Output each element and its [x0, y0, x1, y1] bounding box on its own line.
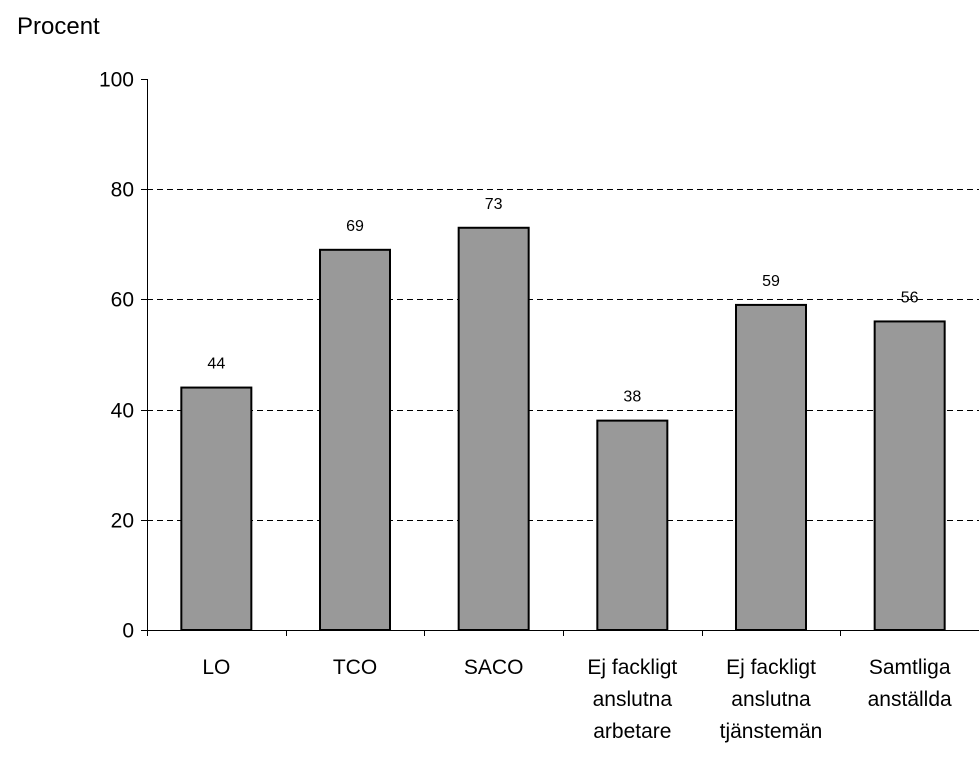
bar — [181, 388, 251, 630]
bar — [736, 305, 806, 630]
x-category-label-line: Ej fackligt — [587, 656, 677, 679]
y-tick-label: 0 — [122, 620, 134, 643]
y-tick-label: 80 — [111, 179, 134, 202]
data-label: 69 — [346, 218, 364, 235]
gridlines — [147, 190, 979, 521]
x-category-label-line: TCO — [333, 656, 377, 679]
data-label: 59 — [762, 273, 780, 290]
axes — [141, 79, 979, 636]
x-category-label-line: tjänstemän — [720, 720, 823, 743]
x-category-label: Ej fackligt anslutna tjänstemän — [720, 656, 823, 743]
x-category-label: SACO — [464, 656, 524, 679]
y-axis-label: Procent — [17, 13, 100, 40]
y-tick-label: 20 — [111, 510, 134, 533]
x-category-label-line: arbetare — [593, 720, 671, 743]
x-category-label-line: anställda — [868, 688, 952, 711]
x-category-label-line: Ej fackligt — [726, 656, 816, 679]
data-label: 44 — [207, 356, 225, 373]
x-category-label: TCO — [333, 656, 377, 679]
y-tick-label: 100 — [99, 69, 134, 92]
bar — [459, 228, 529, 630]
bar — [320, 250, 390, 630]
x-category-label-line: Samtliga — [869, 656, 951, 679]
y-tick-label: 60 — [111, 289, 134, 312]
x-category-label-line: SACO — [464, 656, 524, 679]
x-category-label: Ej fackligt anslutna arbetare — [587, 656, 677, 743]
y-tick-label: 40 — [111, 400, 134, 423]
data-label: 73 — [485, 196, 503, 213]
x-category-label-line: LO — [202, 656, 230, 679]
bar — [597, 421, 667, 630]
bar — [875, 321, 945, 630]
x-category-label: LO — [202, 656, 230, 679]
x-category-label-line: anslutna — [731, 688, 811, 711]
x-category-label-line: anslutna — [593, 688, 673, 711]
data-label: 38 — [623, 389, 641, 406]
x-category-label: Samtliga anställda — [868, 656, 952, 711]
data-label: 56 — [901, 289, 919, 306]
bars — [181, 228, 944, 630]
